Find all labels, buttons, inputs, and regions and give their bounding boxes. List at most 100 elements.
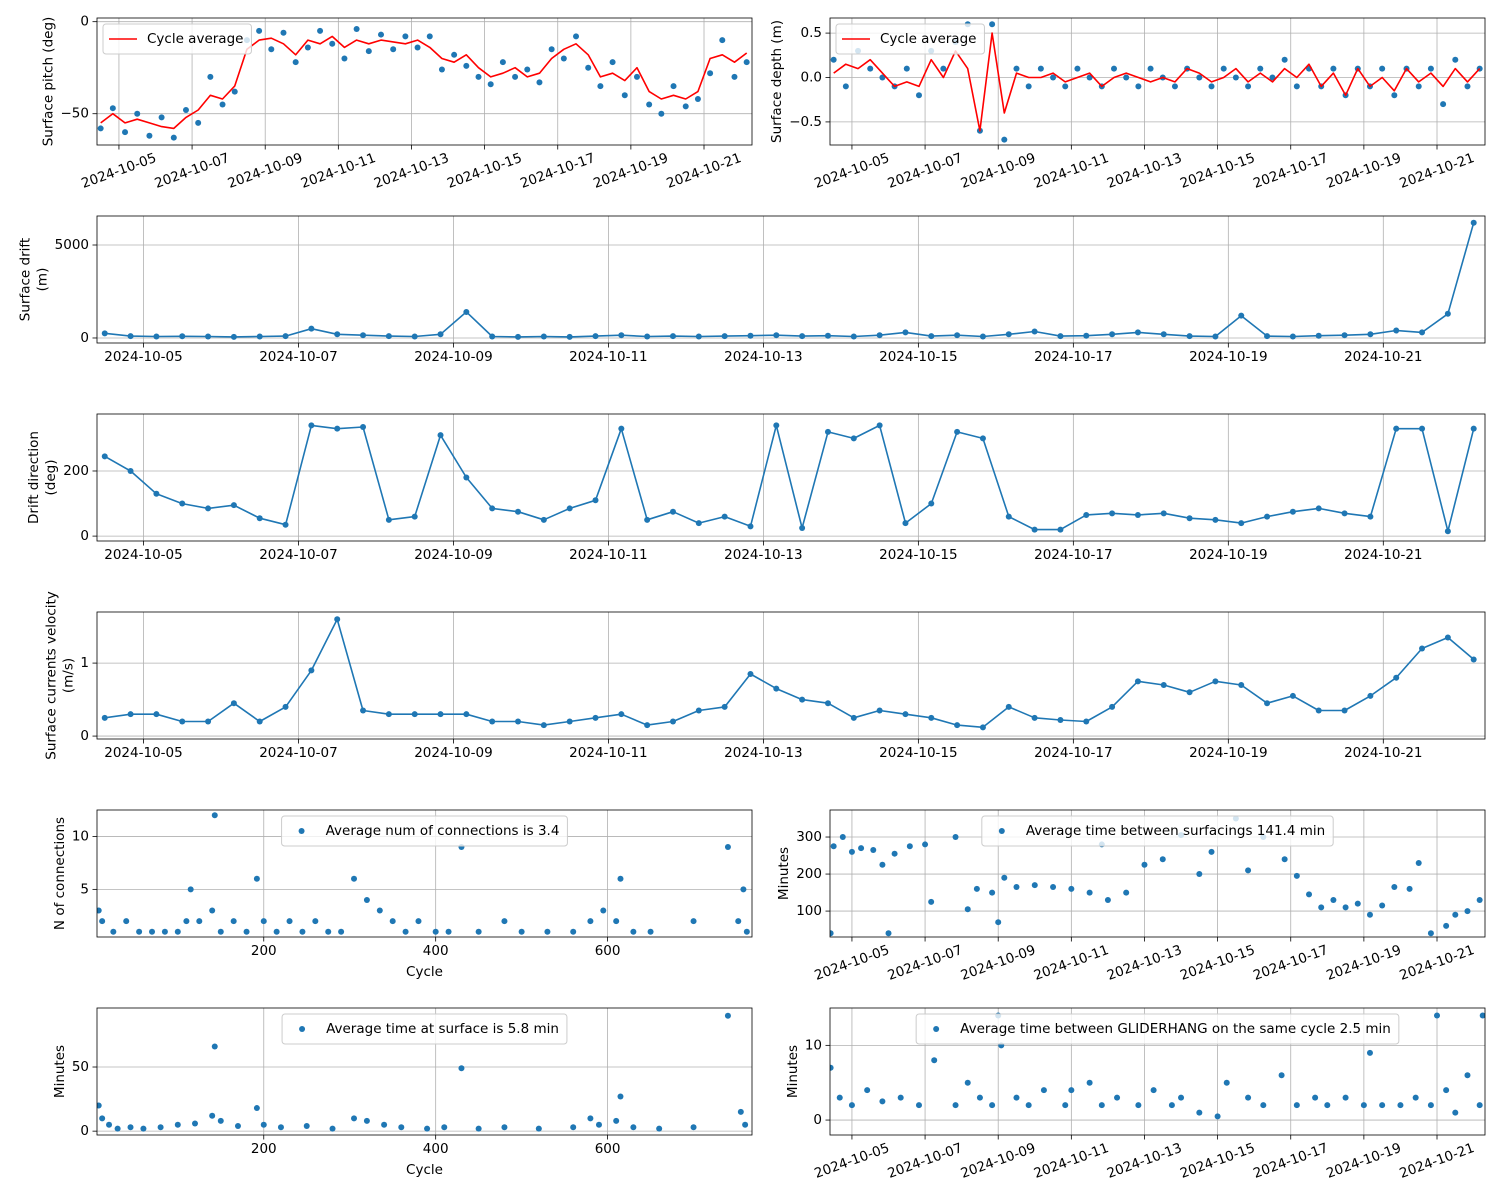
data-point xyxy=(1062,83,1069,90)
data-point xyxy=(475,928,482,935)
data-point xyxy=(1443,1087,1450,1094)
data-point xyxy=(695,333,702,340)
data-point xyxy=(157,1124,164,1131)
data-point xyxy=(1367,692,1374,699)
legend-frame xyxy=(281,1013,568,1045)
data-point xyxy=(1312,1094,1319,1101)
y-tick-label: 0.5 xyxy=(801,25,822,41)
x-tick-label: 2024-10-11 xyxy=(569,745,647,761)
data-point xyxy=(952,1102,959,1109)
data-point xyxy=(1415,859,1422,866)
data-point xyxy=(1341,332,1348,339)
y-axis-label: Surface drift xyxy=(18,238,34,321)
data-point xyxy=(1245,1094,1252,1101)
data-point xyxy=(209,907,216,914)
x-tick-label: 2024-10-05 xyxy=(104,745,182,761)
data-point xyxy=(475,73,482,80)
data-point xyxy=(848,848,855,855)
data-point xyxy=(1238,520,1245,527)
data-point xyxy=(1171,83,1178,90)
x-tick-label: 2024-10-21 xyxy=(1344,547,1422,563)
x-tick-label: 2024-10-09 xyxy=(414,745,492,761)
data-point xyxy=(353,26,360,33)
legend: Cycle average xyxy=(102,23,252,55)
data-point xyxy=(110,928,117,935)
x-tick-label: 2024-10-13 xyxy=(724,547,802,563)
data-point xyxy=(1360,1102,1367,1109)
data-point xyxy=(724,844,731,851)
data-point xyxy=(707,70,714,77)
data-point xyxy=(1476,896,1483,903)
data-point xyxy=(308,325,315,332)
data-point xyxy=(1452,56,1459,63)
data-point xyxy=(280,29,287,36)
data-point xyxy=(928,714,935,721)
data-point xyxy=(876,707,883,714)
data-point xyxy=(1186,515,1193,522)
data-point xyxy=(219,101,226,108)
data-point xyxy=(1098,1102,1105,1109)
plot-area xyxy=(97,1012,749,1132)
data-point xyxy=(1379,65,1386,72)
data-point xyxy=(312,918,319,925)
data-point xyxy=(891,850,898,857)
data-point xyxy=(437,711,444,718)
x-tick-label: 2024-10-21 xyxy=(1344,745,1422,761)
x-tick-label: 2024-10-05 xyxy=(104,349,182,365)
data-point xyxy=(426,33,433,40)
data-point xyxy=(217,928,224,935)
data-point xyxy=(489,333,496,340)
data-point xyxy=(341,55,348,62)
data-point xyxy=(1479,1012,1485,1019)
data-point xyxy=(1005,331,1012,338)
data-point xyxy=(540,722,547,729)
x-tick-label: 2024-10-15 xyxy=(879,547,957,563)
data-point xyxy=(1025,83,1032,90)
data-point xyxy=(489,718,496,725)
data-point xyxy=(360,707,367,714)
x-tick-label: 2024-10-17 xyxy=(1034,349,1112,365)
data-point xyxy=(995,919,1002,926)
plot-area xyxy=(101,219,1477,340)
x-tick-label: 2024-10-11 xyxy=(569,349,647,365)
data-point xyxy=(195,119,202,126)
data-point xyxy=(253,1105,260,1112)
data-point xyxy=(1083,718,1090,725)
panel: 2024-10-05 2024-10-07 2024-10-09 2024-10-11… xyxy=(43,591,1486,761)
data-point xyxy=(183,918,190,925)
data-point xyxy=(398,1124,405,1131)
data-point xyxy=(989,21,996,28)
data-point xyxy=(897,1094,904,1101)
data-point xyxy=(1005,513,1012,520)
x-tick-label: 2024-10-19 xyxy=(1189,547,1267,563)
data-point xyxy=(1427,1102,1434,1109)
data-point xyxy=(463,474,470,481)
data-point xyxy=(879,861,886,868)
data-point xyxy=(230,918,237,925)
data-point xyxy=(1031,882,1038,889)
data-point xyxy=(1315,332,1322,339)
data-point xyxy=(196,918,203,925)
data-point xyxy=(437,432,444,439)
data-point xyxy=(187,886,194,893)
data-point xyxy=(286,918,293,925)
data-point xyxy=(902,520,909,527)
data-point xyxy=(437,331,444,338)
data-point xyxy=(836,1094,843,1101)
data-point xyxy=(1037,65,1044,72)
data-point xyxy=(1086,889,1093,896)
data-point xyxy=(134,110,141,117)
y-tick-label: 300 xyxy=(796,829,822,845)
data-point xyxy=(451,51,458,58)
data-point xyxy=(773,332,780,339)
data-point xyxy=(1342,904,1349,911)
data-point xyxy=(1040,1087,1047,1094)
data-point xyxy=(848,1102,855,1109)
data-point xyxy=(1443,922,1450,929)
y-tick-label: 200 xyxy=(63,463,89,479)
y-axis-label: Surface pitch (deg) xyxy=(41,17,57,147)
data-point xyxy=(1419,329,1426,336)
data-point xyxy=(1257,65,1264,72)
data-point xyxy=(411,513,418,520)
x-axis-label: Cycle xyxy=(406,1162,443,1178)
